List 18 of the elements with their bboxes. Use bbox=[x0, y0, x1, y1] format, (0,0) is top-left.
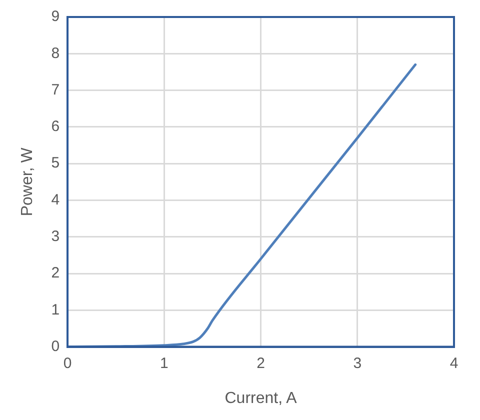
x-tick-label: 3 bbox=[353, 354, 362, 372]
line-series bbox=[68, 63, 417, 347]
y-tick-label: 1 bbox=[51, 301, 60, 318]
x-tick-label: 1 bbox=[160, 354, 168, 372]
y-tick-label: 4 bbox=[51, 191, 60, 208]
y-axis-title: Power, W bbox=[19, 146, 36, 216]
y-tick-label: 8 bbox=[51, 44, 60, 62]
x-tick-label: 4 bbox=[450, 354, 458, 372]
y-tick-label: 6 bbox=[51, 118, 60, 136]
x-axis-title: Current, A bbox=[224, 390, 298, 407]
y-tick-label: 9 bbox=[51, 8, 60, 26]
y-tick-label: 2 bbox=[51, 264, 60, 282]
y-tick-label: 3 bbox=[51, 228, 60, 246]
y-tick-label: 7 bbox=[51, 81, 60, 98]
y-tick-label: 0 bbox=[51, 338, 60, 355]
x-tick-label: 2 bbox=[256, 354, 265, 372]
x-tick-label: 0 bbox=[63, 354, 72, 372]
y-tick-label: 5 bbox=[51, 154, 60, 172]
